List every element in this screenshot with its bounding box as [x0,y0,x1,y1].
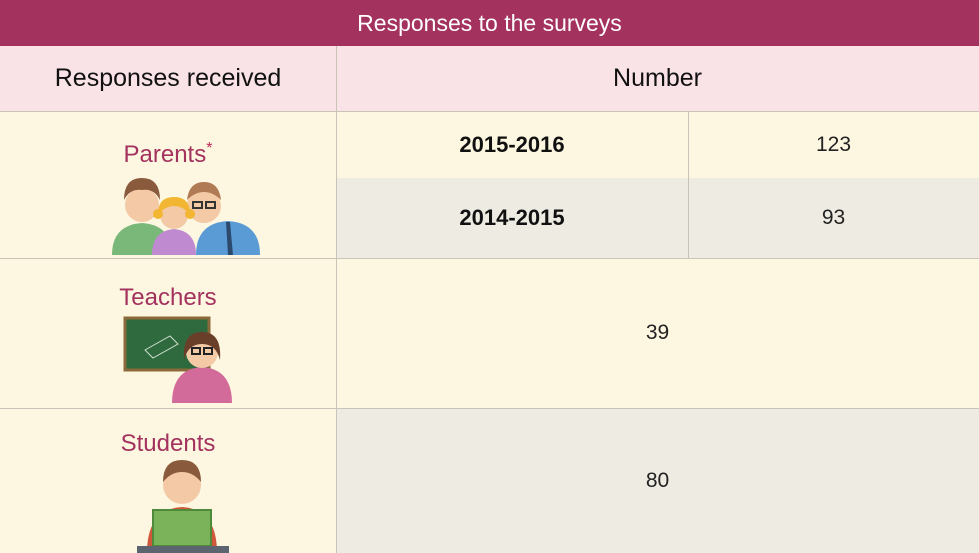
count: 93 [688,178,979,258]
icons [0,0,336,553]
teacher-icon [125,318,232,403]
parents-icon [112,178,260,255]
count: 39 [336,258,979,408]
period: 2015-2016 [336,112,688,178]
divider [688,112,689,258]
column-header: Number [336,46,979,112]
divider [336,46,337,553]
count: 123 [688,112,979,178]
page: Responses to the surveys Responses recei… [0,0,979,553]
period: 2014-2015 [336,178,688,258]
count: 80 [336,408,979,553]
student-icon [137,460,229,553]
